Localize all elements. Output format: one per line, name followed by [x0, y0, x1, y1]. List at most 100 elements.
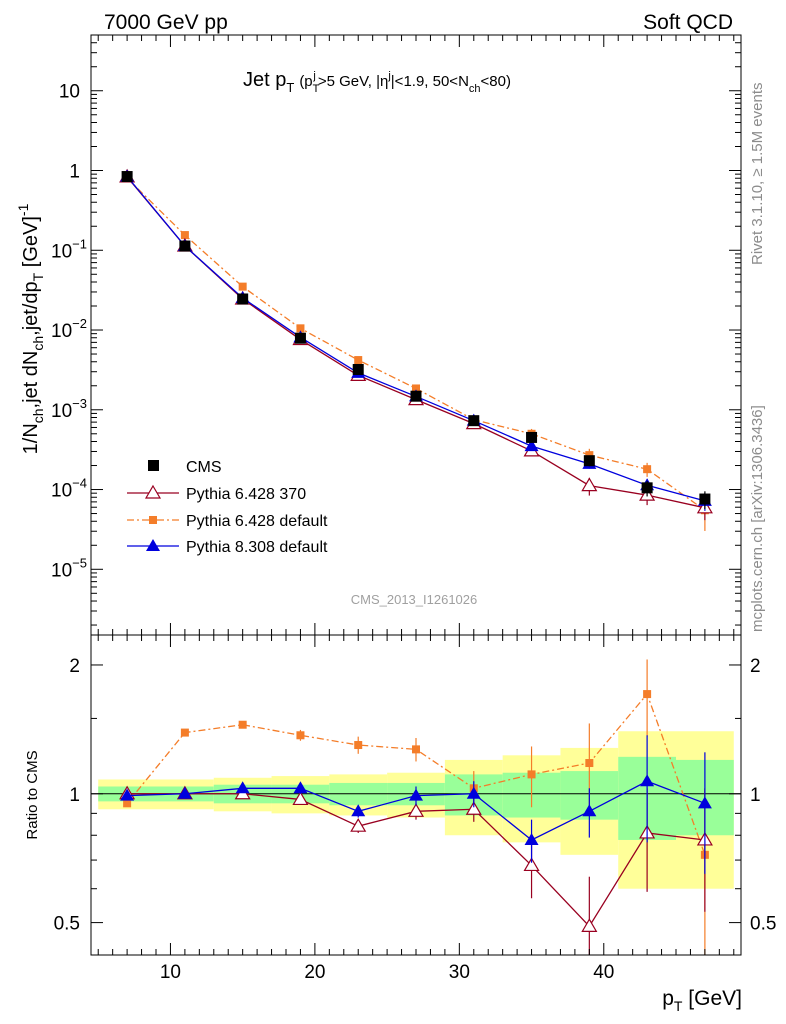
ratio-pythia8-point: [120, 788, 135, 801]
ratio-pythia6-default-point: [180, 728, 189, 737]
pythia6-default-point: [585, 451, 594, 460]
header-right: Soft QCD: [643, 11, 733, 34]
ratio-pythia6-370-point: [581, 918, 598, 932]
legend-entry-pythia8-default: Pythia 8.308 default: [127, 539, 328, 556]
pythia6-default-point: [412, 384, 420, 393]
legend-marker-pythia8-default: [146, 539, 160, 551]
ratio-pythia8-point: [466, 786, 481, 799]
ratio-pythia8-point: [351, 804, 366, 817]
ratio-pythia6-default-point: [643, 690, 652, 699]
x-tick-label: 40: [593, 962, 614, 983]
main-y-tick-label: 10−2: [51, 316, 87, 342]
pythia6-default-point: [238, 282, 247, 291]
ratio-y-tick-label: 2: [69, 656, 80, 677]
cms-point: [121, 171, 133, 183]
series-line: [126, 176, 706, 502]
ratio-pythia8-point: [235, 781, 250, 794]
main-y-tick-label: 10: [59, 82, 80, 103]
pythia6-default-point: [180, 231, 189, 240]
legend: CMS Pythia 6.428 370 Pythia 6.428 defaul…: [127, 459, 328, 556]
ratio-y-tick-label-right: 1: [750, 785, 761, 806]
ratio-pythia6-default-point: [585, 759, 594, 768]
ratio-pythia6-370-point: [350, 817, 367, 832]
cms-point: [699, 493, 711, 505]
cms-point: [583, 455, 595, 467]
legend-label-pythia6-370: Pythia 6.428 370: [186, 486, 306, 503]
ratio-pythia8-point: [524, 832, 539, 845]
main-series-0: [121, 171, 711, 510]
ratio-y-tick-label-right: 0.5: [750, 914, 776, 935]
main-y-tick-labels: 10−5 10−4 10−3 10−2 10−1 1 10: [51, 82, 87, 582]
header-left: 7000 GeV pp: [104, 11, 228, 34]
legend-entry-cms: CMS: [148, 459, 222, 476]
plot-title: Jet pT (pTj >5 GeV, |ηj|<1.9, 50<Nch<80): [243, 69, 511, 95]
ratio-pythia8-point: [640, 774, 655, 787]
pythia8-point: [524, 439, 539, 452]
legend-entry-pythia6-default: Pythia 6.428 default: [127, 513, 328, 530]
ratio-pythia8-point: [582, 804, 597, 817]
x-tick-label: 10: [160, 962, 181, 983]
ratio-panel: 0.5 0.5 1 1 2 2 10 20 30 40: [54, 634, 777, 983]
main-series-2: [123, 174, 709, 531]
ratio-y-axis-title: Ratio to CMS: [24, 750, 41, 839]
main-y-tick-label: 1: [69, 162, 80, 183]
ratio-y-tick-label-right: 2: [750, 656, 761, 677]
legend-label-pythia6-default: Pythia 6.428 default: [186, 513, 328, 530]
ratio-pythia8-point: [293, 781, 308, 794]
ratio-pythia6-370-point: [292, 791, 309, 806]
legend-label-pythia8-default: Pythia 8.308 default: [186, 539, 328, 556]
ratio-pythia8-point: [177, 786, 192, 799]
pythia6-default-point: [354, 356, 363, 365]
x-axis-title: pT [GeV]: [662, 987, 742, 1014]
cms-point: [352, 363, 364, 375]
legend-entry-pythia6-370: Pythia 6.428 370: [127, 484, 306, 503]
ratio-series-2: [120, 735, 712, 874]
legend-label-cms: CMS: [186, 459, 222, 476]
pythia6-default-point: [643, 465, 652, 474]
ratio-y-tick-labels: 0.5 0.5 1 1 2 2: [54, 656, 777, 935]
legend-marker-cms: [148, 460, 159, 471]
ratio-pythia6-370-point: [465, 801, 482, 815]
ratio-pythia6-370-point: [407, 803, 425, 817]
legend-marker-pythia6-default: [149, 516, 157, 524]
ratio-pythia6-default-point: [527, 770, 536, 779]
cms-point: [526, 431, 538, 443]
main-y-tick-label: 10−5: [51, 555, 87, 581]
x-tick-labels: 10 20 30 40: [160, 962, 614, 983]
main-series: [119, 168, 713, 531]
main-y-tick-label: 10−1: [51, 236, 87, 262]
x-tick-label: 30: [449, 962, 470, 983]
ratio-pythia6-default-point: [354, 741, 363, 750]
ratio-y-tick-label: 0.5: [54, 914, 80, 935]
ratio-series: [119, 659, 713, 955]
main-ticks: [91, 34, 741, 635]
ratio-pythia6-default-point: [412, 745, 420, 754]
ratio-pythia6-370-point: [523, 857, 540, 872]
pythia6-370-point: [581, 477, 598, 492]
legend-marker-pythia6-370: [144, 484, 162, 499]
cms-point: [179, 240, 191, 252]
ratio-ticks: [91, 635, 741, 955]
rivet-label: Rivet 3.1.10, ≥ 1.5M events: [749, 83, 766, 266]
cms-point: [410, 390, 422, 402]
ratio-pythia6-default-point: [296, 731, 305, 740]
ratio-pythia6-default-point: [238, 720, 247, 729]
y-axis-title: 1/Nch,jet dNch,jet/dpT [GeV]-1: [15, 203, 46, 454]
ratio-pythia8-point: [409, 788, 423, 801]
analysis-watermark: CMS_2013_I1261026: [351, 592, 478, 607]
main-y-tick-label: 10−3: [51, 396, 87, 422]
main-y-tick-label: 10−4: [51, 476, 87, 502]
mcplots-label: mcplots.cern.ch [arXiv:1306.3436]: [749, 405, 766, 632]
cms-point: [468, 415, 480, 427]
cms-point: [237, 293, 249, 305]
cms-point: [641, 482, 653, 494]
ratio-line: [126, 692, 706, 856]
ratio-pythia8-point: [697, 796, 712, 809]
pythia6-default-point: [296, 324, 305, 333]
main-panel: 10−5 10−4 10−3 10−2 10−1 1 10 Jet pT (pTj >5 GeV…: [51, 34, 742, 636]
x-tick-label: 20: [304, 962, 325, 983]
cms-point: [294, 332, 306, 344]
ratio-pythia6-default-point: [123, 799, 132, 808]
ratio-y-tick-label: 1: [69, 785, 80, 806]
